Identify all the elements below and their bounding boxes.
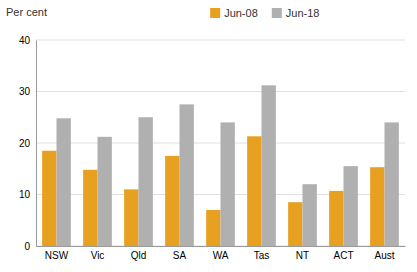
bar [139, 117, 153, 246]
x-tick: ACT [334, 246, 354, 261]
bar [221, 122, 235, 246]
bars [42, 85, 399, 246]
axis-line [37, 246, 406, 247]
x-tick-label: Aust [374, 250, 394, 261]
axis-line [36, 41, 37, 247]
y-tick-label: 10 [19, 189, 31, 200]
y-tick: 10 [19, 189, 36, 200]
y-axis-title: Per cent [6, 6, 47, 18]
x-tick: NT [296, 246, 309, 261]
bar [385, 122, 399, 246]
legend-label: Jun-18 [286, 7, 320, 19]
bar [42, 151, 56, 246]
chart: NSW Vic Qld SA WA Tas NT ACT Aust 0 10 20 30 40 Per ce… [0, 0, 417, 272]
legend-label: Jun-08 [224, 7, 258, 19]
legend-swatch [272, 8, 282, 18]
x-tick-label: ACT [334, 250, 354, 261]
bar [83, 170, 97, 246]
bar-series [57, 85, 399, 246]
bar [262, 85, 276, 246]
x-tick: Tas [254, 246, 270, 261]
y-tick-label: 40 [19, 35, 31, 46]
x-axis: NSW Vic Qld SA WA Tas NT ACT Aust [37, 246, 406, 261]
bar [344, 166, 358, 246]
y-tick: 0 [24, 241, 36, 252]
bar [329, 191, 343, 246]
x-tick-label: NSW [45, 250, 69, 261]
x-tick: NSW [45, 246, 69, 261]
x-tick: Vic [91, 246, 105, 261]
y-tick: 40 [19, 35, 36, 46]
grid [36, 40, 405, 246]
y-tick-label: 30 [19, 86, 31, 97]
x-tick-label: Qld [131, 250, 147, 261]
bar [288, 202, 302, 246]
x-tick-label: SA [173, 250, 187, 261]
bar-series [42, 136, 384, 246]
bar [180, 104, 194, 246]
x-tick-label: NT [296, 250, 309, 261]
x-tick: Qld [131, 246, 147, 261]
legend-item: Jun-08 [210, 7, 258, 19]
legend-item: Jun-18 [272, 7, 320, 19]
bar [98, 137, 112, 246]
x-tick-label: WA [213, 250, 229, 261]
x-tick: WA [213, 246, 229, 261]
legend: Jun-08 Jun-18 [210, 7, 319, 19]
bar [165, 156, 179, 246]
bar [303, 184, 317, 246]
bar [57, 118, 71, 246]
y-tick: 20 [19, 138, 36, 149]
y-tick-label: 0 [24, 241, 30, 252]
grid-line [36, 40, 405, 41]
plot: NSW Vic Qld SA WA Tas NT ACT Aust 0 10 20 30 40 [19, 35, 406, 261]
x-tick: Aust [374, 246, 394, 261]
y-tick-label: 20 [19, 138, 31, 149]
bar [247, 136, 261, 246]
x-tick: SA [173, 246, 187, 261]
legend-swatch [210, 8, 220, 18]
bar [370, 167, 384, 246]
y-axis: 0 10 20 30 40 [19, 35, 37, 252]
x-tick-label: Tas [254, 250, 270, 261]
bar [124, 189, 138, 246]
bar [206, 210, 220, 246]
y-tick: 30 [19, 86, 36, 97]
grid-line [36, 91, 405, 92]
x-tick-label: Vic [91, 250, 105, 261]
